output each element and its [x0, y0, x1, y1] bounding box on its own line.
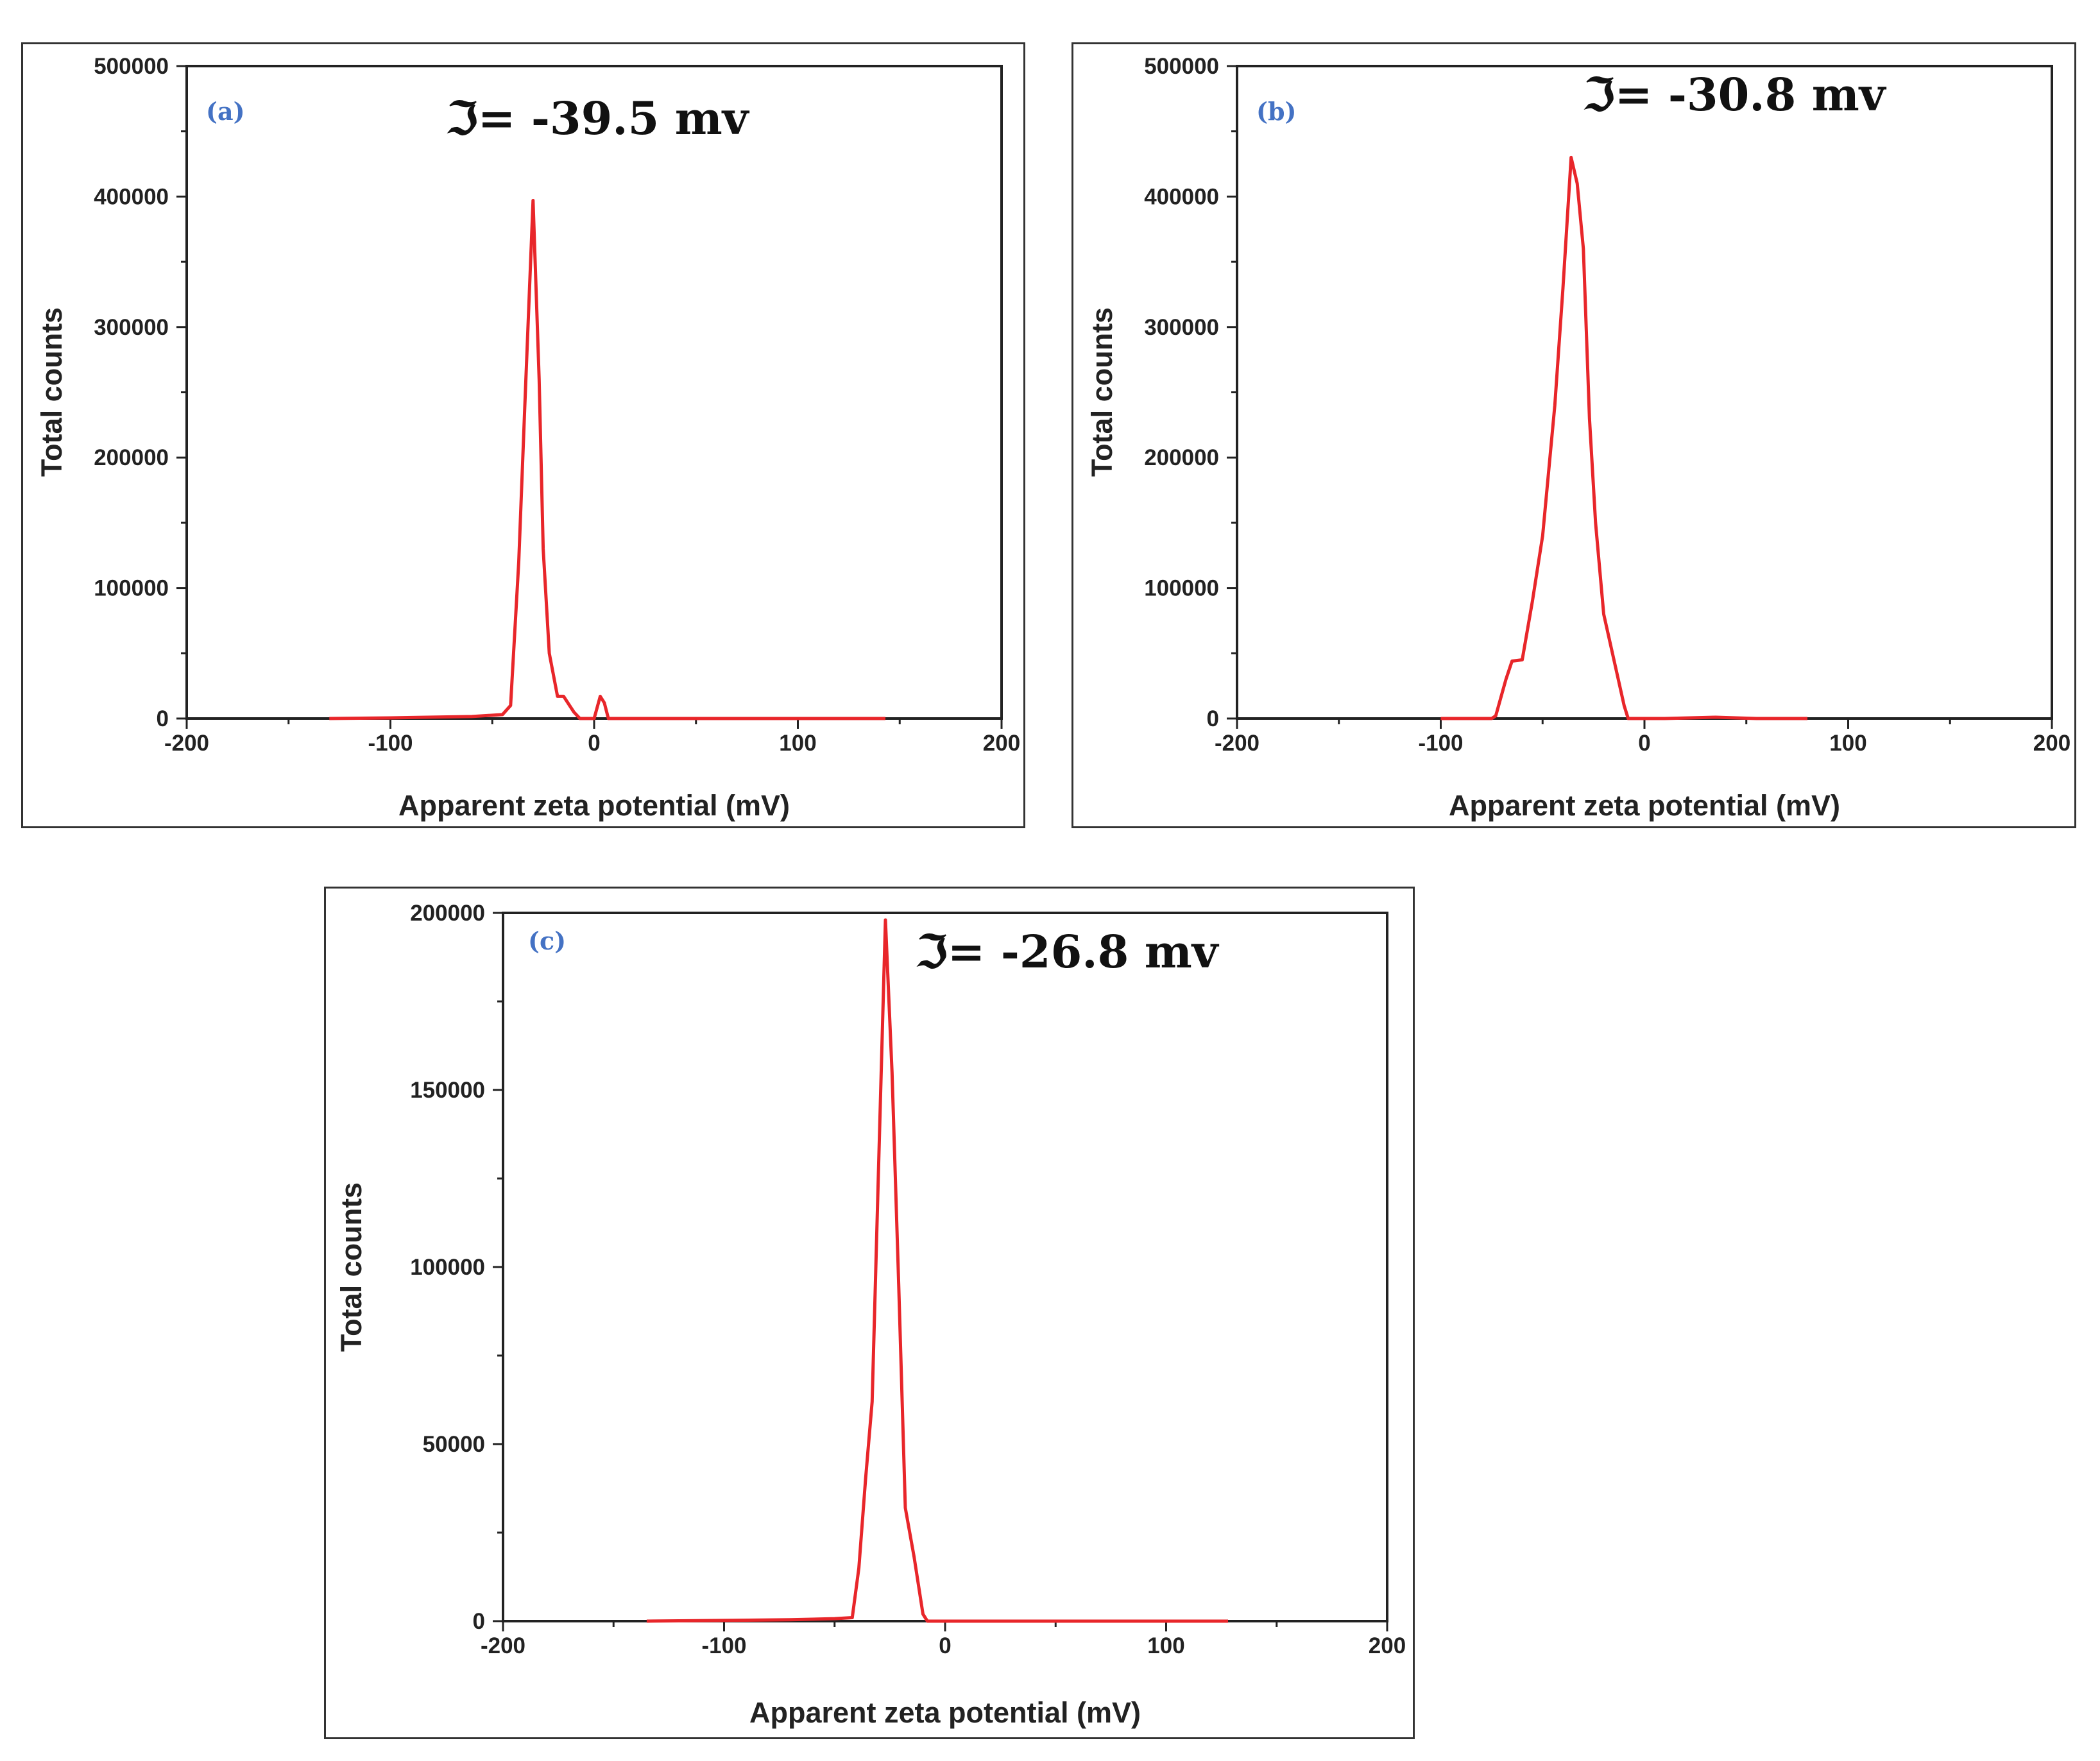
y-tick-label-c: 200000: [410, 901, 485, 926]
y-tick-label-b: 300000: [1144, 315, 1219, 340]
y-tick-label-a: 300000: [94, 315, 169, 340]
y-tick-label-b: 0: [1207, 706, 1219, 731]
y-tick-label-c: 100000: [410, 1255, 485, 1280]
y-tick-label-b: 500000: [1144, 54, 1219, 79]
series-line-c: [646, 918, 1228, 1623]
panel-label-c: (c): [528, 926, 566, 955]
x-tick-label-c: -200: [481, 1633, 525, 1658]
x-tick-label-b: 100: [1829, 731, 1866, 756]
x-tick-label-a: 0: [588, 731, 600, 756]
y-tick-label-c: 0: [473, 1609, 485, 1634]
chart-panel-c: -200 -100 0 100 200 0 50000 100000 150000 200000 …: [324, 887, 1415, 1739]
x-tick-label-b: -100: [1418, 731, 1463, 756]
y-tick-label-b: 100000: [1144, 576, 1219, 601]
x-axis-title-a: Apparent zeta potential (mV): [398, 789, 790, 822]
x-tick-label-b: 0: [1638, 731, 1650, 756]
plot-area-b: [1236, 65, 2053, 720]
zeta-annotation-b: ℑ= -30.8 mv: [1584, 68, 1887, 121]
x-axis-title-b: Apparent zeta potential (mV): [1449, 789, 1840, 822]
y-axis-title-a: Total counts: [35, 307, 68, 477]
y-tick-label-a: 0: [157, 706, 169, 731]
x-tick-label-c: 100: [1147, 1633, 1184, 1658]
x-tick-label-c: -100: [701, 1633, 746, 1658]
y-axis-title-b: Total counts: [1086, 307, 1118, 477]
panel-label-b: (b): [1256, 97, 1297, 126]
chart-panel-b: -200 -100 0 100 200 0 100000 200000 300000 400000…: [1071, 42, 2076, 828]
y-tick-label-c: 50000: [423, 1432, 485, 1457]
y-tick-label-a: 200000: [94, 445, 169, 470]
chart-svg-c: -200 -100 0 100 200050000100000150000200000 …: [335, 901, 1406, 1729]
y-tick-label-c: 150000: [410, 1078, 485, 1103]
plot-area-c: [502, 912, 1388, 1622]
plot-area-a: [185, 65, 1003, 720]
x-tick-label-a: -100: [368, 731, 413, 756]
series-line-a: [329, 199, 885, 720]
chart-panel-a: -200 -100 0 100 200 0 100000 200000 300000 400000…: [21, 42, 1025, 828]
chart-svg-b: -200 -100 0 100 200 0 100000 200000 300000 400000…: [1086, 54, 2070, 822]
zeta-annotation-a: ℑ= -39.5 mv: [447, 92, 750, 145]
x-tick-label-b: 200: [2033, 731, 2070, 756]
y-tick-label-a: 500000: [94, 54, 169, 79]
x-tick-label-b: -200: [1215, 731, 1259, 756]
y-tick-label-a: 100000: [94, 576, 169, 601]
y-tick-label-b: 200000: [1144, 445, 1219, 470]
x-tick-label-c: 200: [1369, 1633, 1406, 1658]
panel-label-a: (a): [206, 97, 245, 126]
x-tick-label-a: -200: [164, 731, 209, 756]
y-axis-title-c: Total counts: [335, 1182, 368, 1352]
x-tick-label-c: 0: [939, 1633, 951, 1658]
x-axis-title-c: Apparent zeta potential (mV): [749, 1696, 1141, 1729]
chart-svg-a: -200 -100 0 100 200 0 100000 200000 300000 400000…: [35, 54, 1020, 822]
zeta-annotation-c: ℑ= -26.8 mv: [916, 925, 1220, 978]
x-tick-label-a: 200: [983, 731, 1020, 756]
x-tick-label-a: 100: [779, 731, 816, 756]
y-tick-label-b: 400000: [1144, 184, 1219, 209]
y-tick-label-a: 400000: [94, 184, 169, 209]
series-line-b: [1440, 155, 1807, 720]
